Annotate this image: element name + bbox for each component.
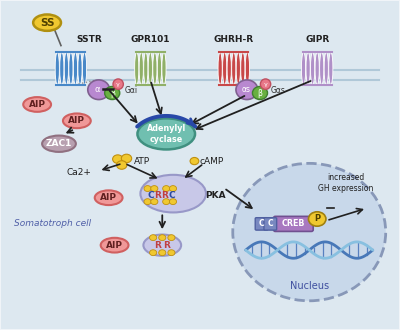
Text: GPR101: GPR101 bbox=[130, 35, 170, 44]
Ellipse shape bbox=[139, 52, 143, 85]
Circle shape bbox=[163, 185, 170, 191]
Circle shape bbox=[308, 212, 326, 226]
Ellipse shape bbox=[302, 52, 306, 85]
Ellipse shape bbox=[101, 238, 128, 252]
Ellipse shape bbox=[232, 52, 236, 85]
Circle shape bbox=[150, 235, 157, 241]
Text: C: C bbox=[147, 191, 154, 200]
Ellipse shape bbox=[23, 97, 51, 112]
Text: SS: SS bbox=[40, 18, 54, 28]
Ellipse shape bbox=[236, 80, 258, 100]
Text: AIP: AIP bbox=[29, 100, 46, 109]
Text: increased
GH expression: increased GH expression bbox=[318, 173, 374, 193]
Circle shape bbox=[170, 185, 176, 191]
Ellipse shape bbox=[245, 52, 250, 85]
Circle shape bbox=[168, 250, 175, 256]
Text: β: β bbox=[258, 88, 262, 97]
Ellipse shape bbox=[73, 52, 78, 85]
Text: Adenylyl
cyclase: Adenylyl cyclase bbox=[147, 124, 186, 144]
Ellipse shape bbox=[241, 52, 245, 85]
Text: R: R bbox=[154, 191, 161, 200]
Ellipse shape bbox=[324, 52, 328, 85]
Circle shape bbox=[151, 199, 158, 205]
Ellipse shape bbox=[63, 114, 91, 128]
Ellipse shape bbox=[236, 52, 240, 85]
Ellipse shape bbox=[310, 52, 315, 85]
Circle shape bbox=[159, 250, 166, 256]
Text: R: R bbox=[154, 241, 161, 250]
Ellipse shape bbox=[138, 118, 195, 149]
Text: R: R bbox=[163, 241, 170, 250]
Text: CREB: CREB bbox=[282, 219, 305, 228]
Ellipse shape bbox=[329, 52, 333, 85]
Text: γ: γ bbox=[264, 82, 268, 87]
Text: AIP: AIP bbox=[100, 193, 117, 202]
FancyBboxPatch shape bbox=[264, 218, 277, 230]
Circle shape bbox=[150, 250, 157, 256]
Ellipse shape bbox=[143, 235, 181, 256]
Ellipse shape bbox=[227, 52, 231, 85]
Ellipse shape bbox=[55, 52, 59, 85]
Text: ATP: ATP bbox=[134, 157, 150, 166]
Text: C: C bbox=[268, 219, 273, 228]
Ellipse shape bbox=[135, 52, 139, 85]
Ellipse shape bbox=[69, 52, 73, 85]
Text: Gαi: Gαi bbox=[124, 86, 138, 95]
Text: Ca2+: Ca2+ bbox=[66, 168, 91, 177]
Text: GIPR: GIPR bbox=[305, 35, 329, 44]
Circle shape bbox=[163, 199, 170, 205]
Ellipse shape bbox=[157, 52, 162, 85]
Text: R: R bbox=[161, 191, 168, 200]
Circle shape bbox=[190, 157, 199, 165]
Text: GHRH-R: GHRH-R bbox=[214, 35, 254, 44]
Text: cAMP: cAMP bbox=[199, 157, 224, 166]
Circle shape bbox=[159, 235, 166, 241]
Ellipse shape bbox=[60, 52, 64, 85]
Ellipse shape bbox=[306, 52, 310, 85]
Ellipse shape bbox=[153, 52, 157, 85]
Circle shape bbox=[121, 154, 132, 163]
Ellipse shape bbox=[140, 175, 206, 213]
Text: Nucleus: Nucleus bbox=[290, 281, 329, 291]
Ellipse shape bbox=[113, 79, 123, 89]
Ellipse shape bbox=[144, 52, 148, 85]
Ellipse shape bbox=[64, 52, 68, 85]
Ellipse shape bbox=[105, 86, 120, 100]
Circle shape bbox=[116, 161, 127, 169]
Ellipse shape bbox=[95, 190, 122, 205]
Ellipse shape bbox=[78, 52, 82, 85]
Ellipse shape bbox=[33, 15, 61, 31]
Ellipse shape bbox=[88, 80, 110, 100]
Text: C: C bbox=[259, 219, 264, 228]
Ellipse shape bbox=[260, 79, 271, 89]
Text: AIP: AIP bbox=[68, 116, 85, 125]
Circle shape bbox=[144, 185, 151, 191]
Circle shape bbox=[113, 155, 123, 163]
Ellipse shape bbox=[320, 52, 324, 85]
FancyBboxPatch shape bbox=[274, 216, 313, 231]
Ellipse shape bbox=[222, 52, 227, 85]
Ellipse shape bbox=[42, 136, 76, 152]
Text: ZAC1: ZAC1 bbox=[46, 139, 72, 148]
Text: AIP: AIP bbox=[106, 241, 123, 250]
Ellipse shape bbox=[218, 52, 222, 85]
Text: α: α bbox=[95, 85, 100, 94]
Ellipse shape bbox=[315, 52, 319, 85]
Text: αs: αs bbox=[241, 85, 250, 94]
Text: γ: γ bbox=[116, 82, 120, 87]
Text: P: P bbox=[314, 214, 320, 223]
Text: Gαs: Gαs bbox=[271, 86, 286, 95]
Ellipse shape bbox=[233, 163, 386, 301]
Circle shape bbox=[144, 199, 151, 205]
Text: C: C bbox=[168, 191, 175, 200]
Text: PKA: PKA bbox=[205, 191, 225, 200]
Ellipse shape bbox=[82, 52, 87, 85]
Ellipse shape bbox=[162, 52, 166, 85]
Circle shape bbox=[168, 235, 175, 241]
Text: Somatotroph cell: Somatotroph cell bbox=[14, 219, 92, 228]
Circle shape bbox=[170, 199, 176, 205]
Text: SSTR: SSTR bbox=[76, 35, 102, 44]
FancyBboxPatch shape bbox=[255, 218, 268, 230]
Text: β: β bbox=[110, 88, 115, 97]
